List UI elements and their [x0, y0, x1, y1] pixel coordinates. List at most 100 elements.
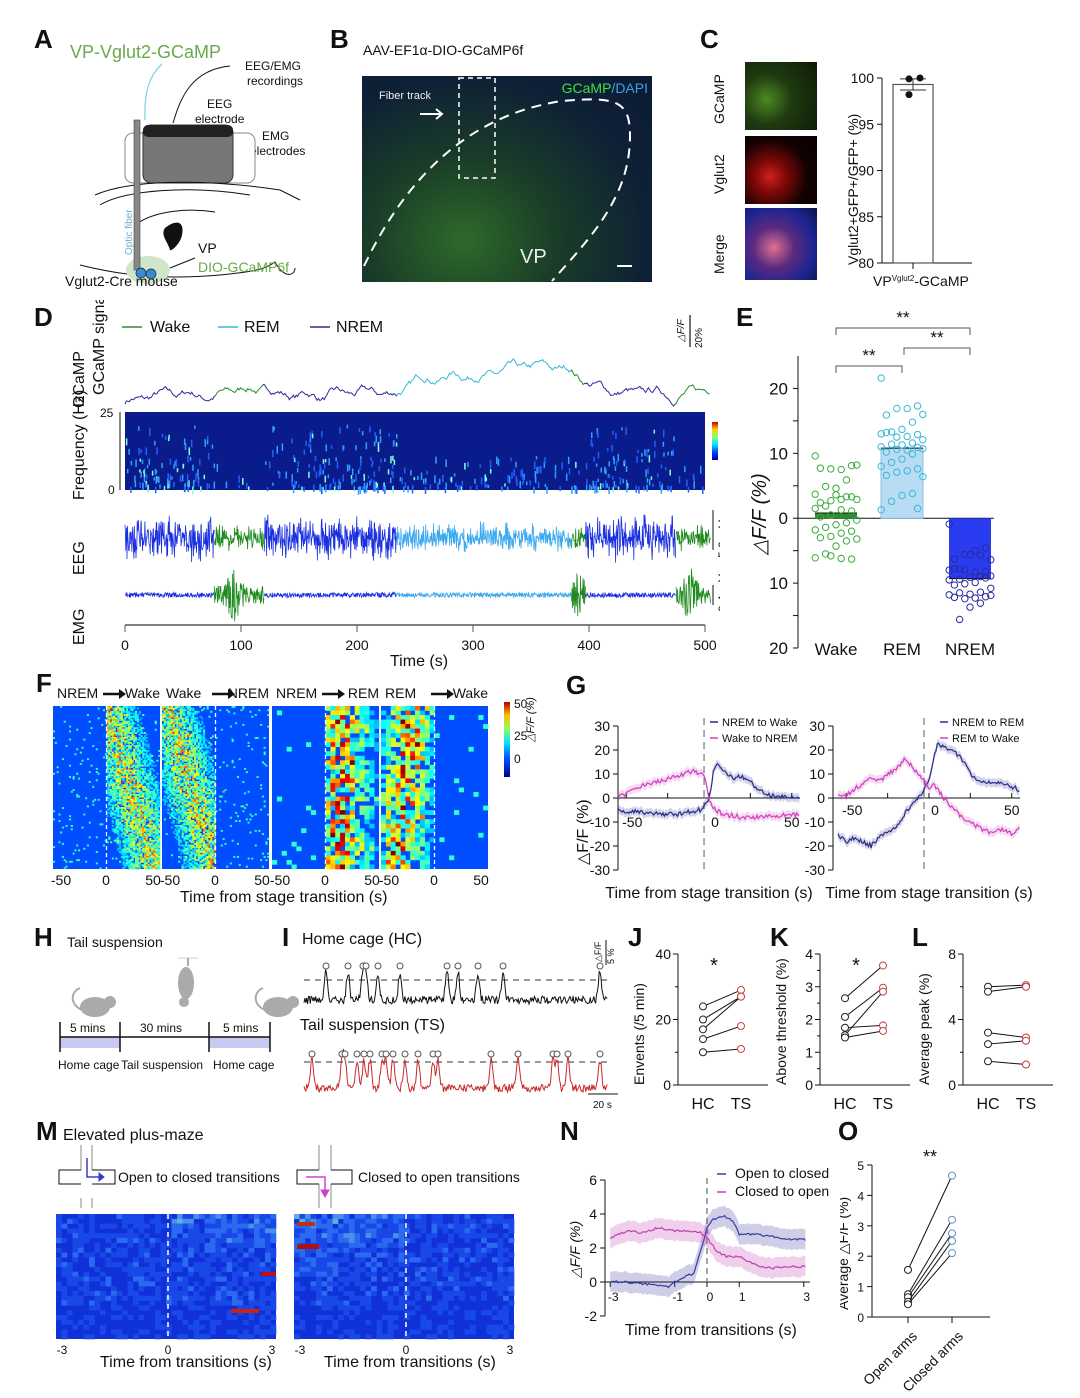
heatmap-cell	[127, 715, 130, 718]
mouse-label: Vglut2-Cre mouse	[65, 273, 178, 289]
heatmap-cell	[195, 727, 198, 730]
heatmap-cell	[145, 833, 148, 835]
heatmap-cell	[122, 756, 125, 759]
heatmap-cell	[181, 733, 184, 736]
heatmap-cell	[174, 759, 177, 762]
heatmap-cell	[208, 849, 211, 852]
heatmap-cell	[176, 794, 179, 796]
heatmap-cell	[138, 792, 141, 795]
spectrogram-bin	[641, 459, 643, 463]
heatmap-cell	[152, 839, 155, 842]
heatmap-cell	[117, 730, 120, 733]
heatmap-cell	[188, 761, 191, 764]
heatmap-cell	[203, 828, 206, 831]
heatmap-cell	[215, 810, 218, 813]
heatmap-cell	[154, 842, 157, 845]
heatmap-cell	[176, 829, 179, 832]
heatmap-cell	[199, 825, 202, 827]
heatmap-cell	[117, 746, 120, 749]
heatmap-cell	[170, 797, 173, 800]
spectrogram-bin	[607, 474, 609, 478]
spectrogram-bin	[167, 437, 170, 442]
heatmap-cell	[133, 754, 136, 757]
heatmap-cell	[133, 714, 136, 716]
heatmap-cell	[115, 714, 118, 716]
heatmap-cell	[231, 740, 234, 743]
heatmap-cell	[163, 781, 166, 783]
heatmap-cell	[206, 802, 209, 805]
heatmap-cell	[199, 782, 202, 785]
heatmap-cell	[176, 759, 179, 762]
heatmap-cell	[149, 816, 152, 819]
spectrogram-bin	[298, 484, 300, 488]
heatmap-cell	[179, 856, 182, 858]
optic-fiber-label: Optic fiber	[124, 209, 135, 255]
heatmap-cell	[163, 753, 166, 756]
heatmap-cell	[201, 798, 204, 801]
heatmap-cell	[195, 781, 198, 783]
heatmap-cell	[133, 795, 136, 798]
heatmap-cell	[201, 717, 204, 720]
heatmap-cell	[181, 813, 184, 816]
heatmap-cell	[201, 772, 204, 775]
heatmap-cell	[147, 810, 150, 813]
heatmap-cell	[195, 732, 198, 734]
heatmap-cell	[187, 816, 190, 819]
heatmap-cell	[129, 838, 132, 840]
heatmap-cell	[113, 754, 116, 757]
heatmap-cell	[119, 776, 122, 778]
heatmap-cell	[195, 740, 198, 743]
heatmap-cell	[152, 867, 155, 870]
heatmap-cell	[256, 776, 259, 778]
heatmap-cell	[190, 803, 193, 806]
heatmap-cell	[126, 707, 129, 710]
heatmap-cell	[194, 717, 197, 720]
heatmap-cell	[136, 852, 139, 855]
heatmap-cell	[63, 720, 66, 723]
heatmap-cell	[167, 712, 170, 715]
heatmap-cell	[143, 865, 146, 868]
heatmap-cell	[113, 714, 116, 716]
heatmap-cell	[156, 833, 159, 835]
heatmap-cell	[154, 782, 157, 785]
heatmap-cell	[122, 849, 125, 852]
heatmap-cell	[131, 813, 134, 816]
heatmap-cell	[187, 714, 190, 716]
heatmap-cell	[156, 800, 159, 803]
data-point	[893, 433, 901, 441]
heatmap-cell	[156, 852, 159, 855]
heatmap-cell	[172, 732, 175, 734]
heatmap-cell	[108, 723, 111, 726]
heatmap-cell	[138, 743, 141, 746]
heatmap-cell	[156, 811, 159, 814]
heatmap-cell	[213, 857, 216, 860]
heatmap-cell	[106, 787, 109, 790]
heatmap-cell	[169, 753, 172, 756]
heatmap-cell	[158, 782, 161, 785]
heatmap-cell	[158, 820, 161, 822]
heatmap-cell	[131, 753, 134, 756]
heatmap-cell	[133, 821, 136, 824]
heatmap-cell	[181, 761, 184, 764]
heatmap-cell	[143, 847, 146, 850]
histology-image-b: Fiber track GCaMP/DAPI VP	[362, 76, 652, 282]
heatmap-cell	[208, 811, 211, 814]
heatmap-cell	[167, 706, 170, 708]
data-point	[903, 404, 911, 413]
heatmap-cell	[115, 779, 118, 782]
heatmap-cell	[147, 857, 150, 860]
heatmap-cell	[106, 798, 109, 801]
heatmap-cell	[163, 767, 166, 770]
heatmap-cell	[122, 857, 125, 860]
heatmap-cell	[190, 771, 193, 774]
heatmap-cell	[195, 829, 198, 832]
heatmap-cell	[210, 849, 213, 852]
heatmap-cell	[163, 730, 166, 733]
heatmap-cell	[195, 733, 198, 736]
heatmap-cell	[167, 803, 170, 806]
heatmap-cell	[113, 756, 116, 759]
heatmap-cell	[119, 779, 122, 782]
heatmap-cell	[176, 813, 179, 816]
heatmap-cell	[135, 787, 138, 790]
stain-legend: GCaMP/DAPI	[562, 80, 648, 96]
